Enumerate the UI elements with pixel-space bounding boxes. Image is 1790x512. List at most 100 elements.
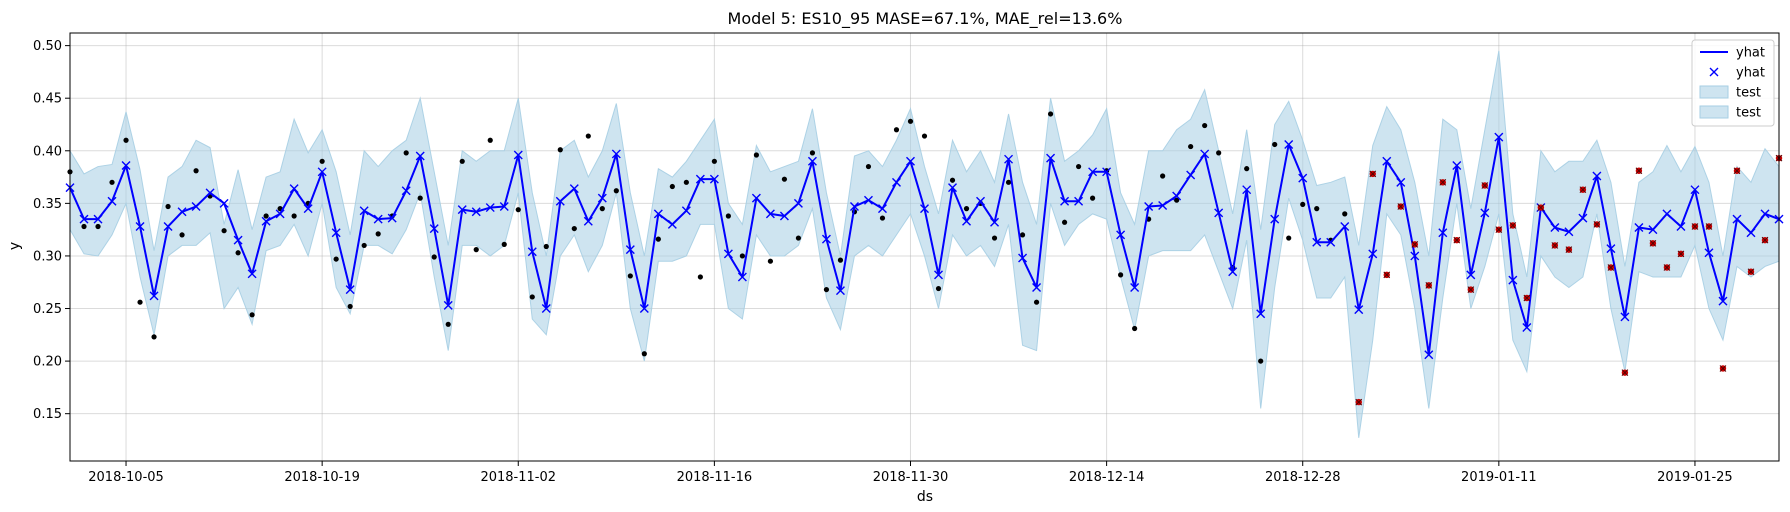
- test-point-cross: [1411, 241, 1419, 248]
- yhat-marker: [990, 217, 1000, 227]
- yhat-marker: [359, 206, 369, 216]
- plot-frame: [69, 32, 1780, 462]
- yhat-marker: [1494, 132, 1504, 142]
- yhat-marker: [1690, 185, 1700, 195]
- train-point: [935, 285, 942, 292]
- train-point: [893, 127, 900, 133]
- yhat-marker: [1186, 170, 1196, 180]
- yhat-marker: [807, 156, 817, 166]
- train-point: [1089, 195, 1096, 201]
- x-axis-ticks: 2018-10-05 2018-10-19 2018-11-02 2018-11-16…: [88, 461, 1733, 485]
- yhat-markers: [65, 132, 1784, 360]
- train-point: [1132, 325, 1138, 332]
- test-point-cross: [1481, 182, 1489, 189]
- train-point: [137, 299, 143, 305]
- test-point-cross: [1551, 242, 1559, 249]
- y-tick-label: 0.25: [33, 302, 62, 317]
- train-point: [193, 168, 199, 174]
- yhat-marker: [1256, 309, 1266, 319]
- yhat-marker: [1606, 244, 1616, 254]
- yhat-marker: [737, 272, 747, 282]
- yhat-marker: [135, 221, 145, 231]
- yhat-marker: [962, 216, 972, 226]
- yhat-marker: [723, 249, 733, 259]
- train-point: [711, 158, 717, 164]
- train-point: [585, 133, 591, 139]
- test-point-cross: [1467, 286, 1475, 293]
- yhat-marker: [1732, 214, 1742, 224]
- test-point-cross: [1607, 264, 1615, 271]
- yhat-marker: [1452, 161, 1462, 170]
- yhat-marker: [303, 204, 313, 214]
- yhat-marker: [219, 198, 229, 208]
- test-point-cross: [1355, 398, 1363, 406]
- train-point: [543, 243, 549, 250]
- test-point-cross: [1677, 250, 1685, 258]
- yhat-marker: [625, 245, 635, 255]
- train-point: [1314, 206, 1320, 212]
- train-point: [571, 225, 577, 232]
- yhat-marker: [233, 235, 243, 245]
- yhat-marker: [149, 291, 159, 301]
- train-point: [165, 203, 171, 210]
- y-tick-label: 0.30: [33, 249, 62, 264]
- yhat-marker: [905, 156, 915, 166]
- train-point: [249, 312, 255, 318]
- yhat-marker: [121, 161, 131, 170]
- yhat-marker: [261, 216, 271, 226]
- yhat-marker: [1074, 196, 1084, 206]
- train-point: [333, 256, 339, 262]
- y-tick-label: 0.45: [33, 92, 62, 107]
- train-point: [907, 118, 914, 124]
- train-point: [655, 236, 661, 242]
- y-axis-label: y: [7, 242, 23, 250]
- yhat-marker: [163, 221, 173, 231]
- train-point: [221, 228, 227, 234]
- yhat-marker: [499, 202, 509, 212]
- train-point: [1300, 201, 1306, 208]
- yhat-marker: [107, 196, 117, 206]
- yhat-marker: [765, 209, 775, 219]
- yhat-marker: [1046, 153, 1056, 163]
- train-point: [613, 188, 619, 194]
- yhat-marker: [457, 205, 467, 215]
- yhat-marker: [177, 207, 187, 217]
- yhat-marker: [373, 214, 383, 224]
- yhat-marker: [1214, 208, 1224, 218]
- x-tick-label: 2019-01-11: [1461, 470, 1537, 485]
- test-point-cross: [1621, 369, 1629, 377]
- x-tick-label: 2018-10-05: [88, 470, 164, 485]
- yhat-marker: [793, 198, 803, 208]
- yhat-marker: [331, 228, 341, 238]
- yhat-marker: [513, 150, 523, 160]
- y-tick-label: 0.50: [33, 39, 62, 54]
- test-point-cross: [1397, 203, 1405, 210]
- test-point-cross: [1537, 204, 1545, 211]
- legend-label: test: [1736, 86, 1761, 101]
- train-point: [319, 158, 325, 164]
- train-point: [487, 137, 493, 143]
- train-point: [501, 241, 507, 247]
- train-point: [515, 207, 521, 213]
- yhat-marker: [1312, 237, 1322, 247]
- yhat-marker: [948, 183, 958, 193]
- yhat-marker: [1200, 149, 1210, 159]
- train-point: [879, 215, 886, 221]
- yhat-marker: [471, 207, 481, 217]
- legend-label: test: [1736, 106, 1761, 121]
- x-tick-label: 2019-01-25: [1657, 470, 1733, 485]
- test-point-cross: [1593, 221, 1601, 228]
- yhat-marker: [429, 224, 439, 234]
- train-point: [697, 274, 703, 280]
- yhat-marker: [527, 247, 537, 257]
- legend-label: yhat: [1736, 46, 1765, 61]
- train-point: [1286, 235, 1292, 241]
- yhat-marker: [1718, 296, 1728, 306]
- yhat-marker: [541, 304, 551, 314]
- yhat-marker: [1648, 225, 1658, 235]
- x-tick-label: 2018-10-19: [284, 470, 360, 485]
- train-point: [1216, 150, 1222, 156]
- yhat-marker: [1088, 167, 1098, 177]
- test-point-cross: [1719, 365, 1727, 372]
